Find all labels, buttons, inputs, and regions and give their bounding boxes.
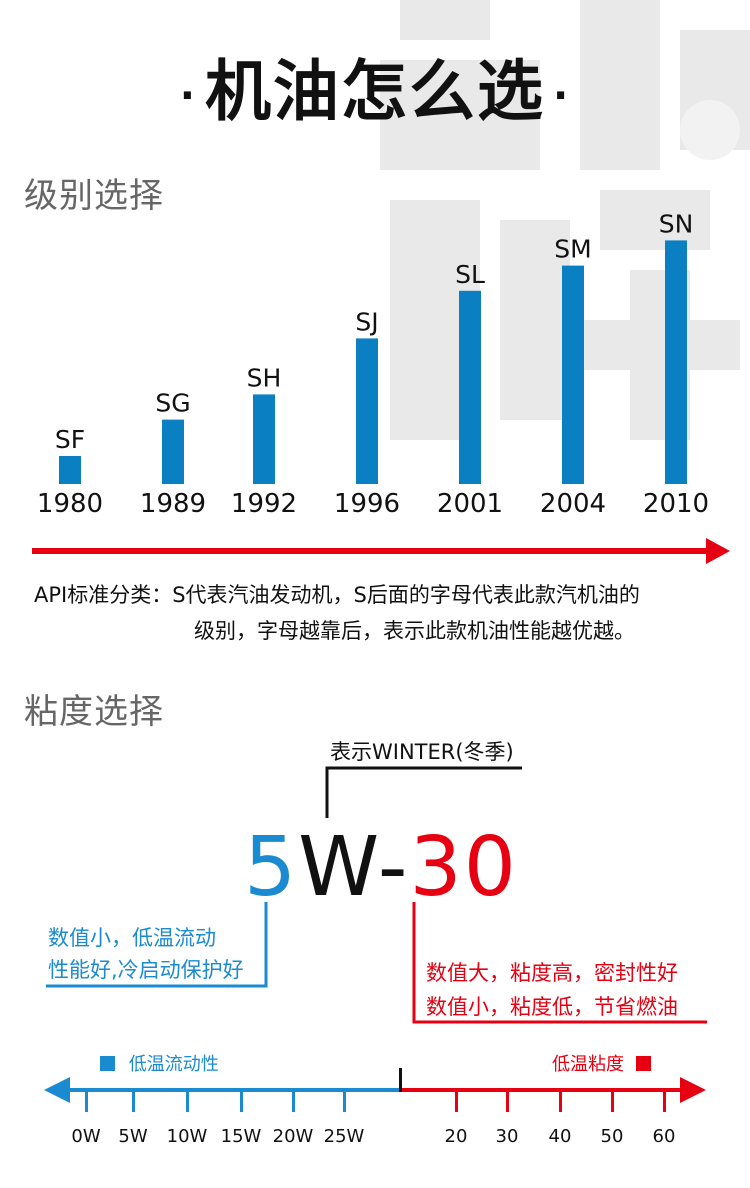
timeline-arrow-head	[706, 538, 730, 564]
scale-label-5W: 5W	[118, 1126, 147, 1147]
page-title: · 机油怎么选 ·	[0, 38, 750, 134]
scale-divider	[399, 1068, 402, 1092]
year-label-1992: 1992	[231, 489, 297, 519]
legend-square-red	[635, 1056, 651, 1071]
code-w: W-	[298, 820, 410, 915]
high-temp-line1: 数值大，粘度高，密封性好	[426, 961, 678, 985]
bar-SL	[459, 290, 481, 484]
bar-SG	[162, 419, 184, 484]
scale-tick-25W	[343, 1090, 346, 1112]
api-note-line2: 级别，字母越靠后，表示此款机油性能越优越。	[194, 619, 635, 643]
scale-arrow-right	[680, 1077, 706, 1103]
scale-label-0W: 0W	[71, 1126, 100, 1147]
scale-line-left	[68, 1088, 401, 1092]
scale-label-25W: 25W	[324, 1126, 365, 1147]
title-text: 机油怎么选	[205, 53, 545, 130]
scale-tick-5W	[132, 1090, 135, 1112]
low-temp-line1: 数值小，低温流动	[48, 926, 216, 950]
bar-label-SN: SN	[659, 209, 694, 238]
bar-label-SF: SF	[55, 425, 85, 454]
scale-tick-30	[506, 1090, 509, 1112]
legend-low-temp-viscosity: 低温粘度	[552, 1050, 651, 1076]
scale-tick-15W	[240, 1090, 243, 1112]
code-number-5: 5	[244, 820, 299, 915]
scale-label-30: 30	[496, 1126, 519, 1147]
section-title-viscosity: 粘度选择	[24, 692, 164, 732]
scale-label-10W: 10W	[167, 1126, 208, 1147]
title-dot-left: ·	[179, 72, 197, 119]
bar-label-SJ: SJ	[355, 307, 378, 336]
scale-tick-40	[559, 1090, 562, 1112]
api-note: API标准分类：S代表汽油发动机，S后面的字母代表此款汽机油的 级别，字母越靠后…	[34, 577, 734, 649]
scale-tick-60	[663, 1090, 666, 1112]
bar-SM	[562, 265, 584, 484]
scale-label-20: 20	[445, 1126, 468, 1147]
scale-tick-20W	[292, 1090, 295, 1112]
scale-line-right	[401, 1088, 683, 1092]
scale-label-50: 50	[601, 1126, 624, 1147]
bar-label-SG: SG	[155, 389, 190, 418]
section-title-grade: 级别选择	[24, 176, 164, 216]
winter-connector-line	[325, 766, 522, 818]
bar-label-SL: SL	[455, 260, 485, 289]
grade-bar-chart: SF 1980 SG 1989 SH 1992 SJ 1996 SL 2001 SM 2004 SN 20…	[32, 209, 730, 564]
scale-tick-20	[455, 1090, 458, 1112]
legend-low-temp-flow: 低温流动性	[100, 1050, 219, 1076]
winter-label: 表示WINTER(冬季)	[330, 740, 514, 764]
low-temp-line2: 性能好,冷启动保护好	[48, 958, 244, 982]
bar-label-SH: SH	[247, 363, 282, 392]
scale-label-15W: 15W	[221, 1126, 262, 1147]
bar-label-SM: SM	[554, 235, 591, 264]
bar-SH	[253, 394, 275, 484]
year-label-1989: 1989	[140, 489, 206, 519]
scale-label-40: 40	[549, 1126, 572, 1147]
viscosity-scale: 0W 5W 10W 15W 20W 25W 20 30 40 50 60	[44, 1068, 706, 1147]
year-label-2004: 2004	[540, 489, 606, 519]
scale-label-60: 60	[653, 1126, 676, 1147]
title-dot-right: ·	[553, 72, 571, 119]
legend-low-temp-viscosity-label: 低温粘度	[552, 1054, 624, 1075]
api-note-line1: API标准分类：S代表汽油发动机，S后面的字母代表此款汽机油的	[34, 583, 640, 607]
scale-tick-10W	[186, 1090, 189, 1112]
scale-arrow-left	[44, 1077, 70, 1103]
year-label-1980: 1980	[37, 489, 103, 519]
high-temp-explanation: 数值大，粘度高，密封性好 数值小，粘度低，节省燃油	[426, 956, 678, 1024]
year-label-2001: 2001	[437, 489, 503, 519]
viscosity-code: 5W-30	[244, 820, 518, 915]
legend-low-temp-flow-label: 低温流动性	[128, 1054, 219, 1075]
scale-tick-0W	[85, 1090, 88, 1112]
low-temp-explanation: 数值小，低温流动 性能好,冷启动保护好	[48, 922, 244, 986]
timeline-arrow-line	[32, 548, 712, 554]
bar-SN	[665, 240, 687, 484]
legend-square-blue	[100, 1056, 115, 1071]
bar-SJ	[356, 338, 378, 484]
bar-SF	[59, 456, 81, 484]
scale-tick-50	[611, 1090, 614, 1112]
year-label-2010: 2010	[643, 489, 709, 519]
year-label-1996: 1996	[334, 489, 400, 519]
high-temp-line2: 数值小，粘度低，节省燃油	[426, 995, 678, 1019]
scale-label-20W: 20W	[273, 1126, 314, 1147]
code-number-30: 30	[409, 820, 518, 915]
